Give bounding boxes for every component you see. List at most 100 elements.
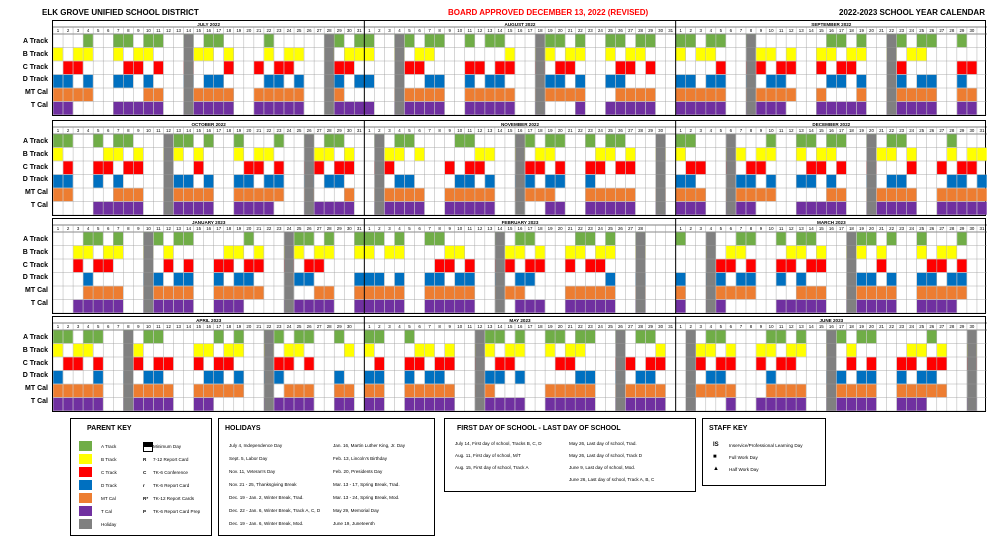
school-day-cell: [967, 147, 977, 161]
school-day-cell: [324, 245, 334, 259]
school-day-cell: [344, 384, 354, 398]
school-day-cell: [404, 61, 415, 75]
day-number: 5: [408, 28, 411, 33]
day-number: 29: [648, 128, 653, 133]
school-day-cell: [696, 188, 706, 202]
day-number: 24: [287, 28, 292, 33]
school-day-cell: [595, 201, 606, 215]
legend-label: Holiday: [101, 521, 117, 527]
school-day-cell: [284, 47, 294, 61]
school-day-cell: [826, 147, 837, 161]
day-number: 9: [448, 324, 451, 329]
school-day-cell: [455, 174, 465, 188]
school-day-cell: [896, 188, 907, 202]
school-day-cell: [545, 330, 555, 344]
day-number: 21: [879, 128, 884, 133]
day-number: 10: [457, 28, 462, 33]
day-number: 30: [969, 28, 974, 33]
calendar-block-q3: A Track B Track C Track D Track MT Cal T Cal …: [10, 218, 987, 314]
day-number: 25: [919, 226, 924, 231]
school-day-cell: [886, 232, 897, 246]
school-day-cell: [485, 88, 495, 102]
school-day-cell: [414, 61, 425, 75]
school-day-cell: [183, 232, 194, 246]
school-day-cell: [575, 245, 585, 259]
day-number: 12: [166, 226, 171, 231]
school-day-cell: [53, 47, 63, 61]
school-day-cell: [686, 74, 696, 88]
school-day-cell: [53, 147, 63, 161]
day-number: 28: [327, 226, 332, 231]
school-day-cell: [856, 88, 867, 102]
school-day-cell: [133, 61, 144, 75]
school-day-cell: [404, 330, 415, 344]
day-number: 1: [368, 324, 371, 329]
school-day-cell: [193, 188, 204, 202]
school-day-cell: [876, 286, 887, 300]
school-day-cell: [856, 232, 867, 246]
day-number: 18: [226, 128, 231, 133]
school-day-cell: [203, 34, 214, 48]
day-number: 6: [107, 128, 110, 133]
school-day-cell: [173, 147, 184, 161]
day-number: 11: [156, 324, 161, 329]
school-day-cell: [786, 384, 796, 398]
school-day-cell: [465, 201, 475, 215]
track-label: MT Cal: [25, 385, 48, 393]
day-number: 22: [578, 128, 583, 133]
day-number: 25: [919, 128, 924, 133]
school-day-cell: [153, 330, 164, 344]
day-number: 7: [428, 128, 431, 133]
school-day-cell: [675, 272, 686, 286]
school-day-cell: [916, 88, 927, 102]
school-day-cell: [645, 61, 656, 75]
day-number: 24: [909, 28, 914, 33]
school-day-cell: [234, 174, 244, 188]
school-day-cell: [796, 134, 806, 148]
school-day-cell: [485, 101, 495, 115]
school-day-cell: [826, 134, 837, 148]
school-day-cell: [786, 245, 796, 259]
school-day-cell: [364, 47, 375, 61]
school-day-cell: [826, 201, 837, 215]
holiday-item: June 19, Juneteenth: [333, 521, 375, 526]
day-number: 27: [939, 128, 944, 133]
school-day-cell: [334, 101, 344, 115]
school-day-cell: [304, 330, 314, 344]
day-number: 27: [628, 128, 633, 133]
school-day-cell: [193, 384, 204, 398]
track-label: D Track: [22, 274, 48, 282]
school-day-cell: [404, 370, 415, 384]
school-day-cell: [896, 88, 907, 102]
school-day-cell: [73, 61, 83, 75]
school-day-cell: [515, 370, 525, 384]
school-day-cell: [605, 74, 616, 88]
school-day-cell: [284, 384, 294, 398]
day-number: 10: [457, 226, 462, 231]
day-number: 10: [769, 226, 774, 231]
school-day-cell: [555, 88, 565, 102]
school-day-cell: [706, 47, 716, 61]
school-day-cell: [836, 384, 847, 398]
school-day-cell: [434, 272, 445, 286]
day-number: 11: [468, 128, 473, 133]
school-day-cell: [866, 370, 877, 384]
school-day-cell: [906, 201, 917, 215]
school-day-cell: [736, 232, 746, 246]
school-day-cell: [465, 161, 475, 175]
school-day-cell: [866, 397, 877, 411]
track-label: B Track: [22, 346, 48, 354]
school-day-cell: [766, 47, 776, 61]
district-title: ELK GROVE UNIFIED SCHOOL DISTRICT: [42, 8, 199, 17]
school-day-cell: [254, 286, 264, 300]
school-day-cell: [846, 357, 857, 371]
day-number: 27: [628, 324, 633, 329]
school-day-cell: [83, 232, 93, 246]
day-number: 3: [388, 226, 391, 231]
school-day-cell: [906, 101, 917, 115]
school-day-cell: [766, 343, 776, 357]
school-day-cell: [786, 47, 796, 61]
day-number: 17: [216, 226, 221, 231]
school-day-cell: [896, 370, 907, 384]
school-day-cell: [495, 330, 505, 344]
